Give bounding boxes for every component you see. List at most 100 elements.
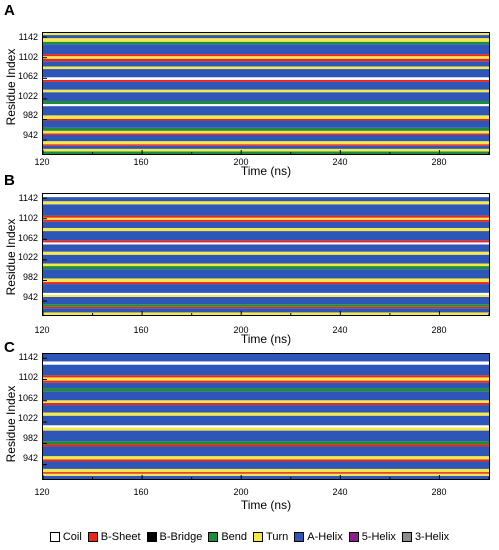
y-tick-label: 1022 — [17, 252, 38, 262]
x-tick-label: 160 — [133, 325, 149, 335]
legend-item-3-helix: 3-Helix — [401, 531, 450, 543]
band-turn — [43, 33, 489, 36]
band-bend — [43, 304, 489, 307]
band-a-helix — [43, 69, 489, 78]
legend-item-coil: Coil — [49, 531, 82, 543]
band-b-sheet — [43, 402, 489, 406]
band-turn — [43, 263, 489, 267]
band-a-helix — [43, 308, 489, 313]
band-b-sheet — [43, 240, 489, 243]
band-turn — [43, 141, 489, 145]
legend-label: 3-Helix — [414, 531, 450, 543]
band-bend — [43, 441, 489, 445]
band-b-sheet — [43, 118, 489, 121]
band-a-helix — [43, 284, 489, 293]
legend-item-b-bridge: B-Bridge — [146, 531, 202, 543]
band-turn — [43, 89, 489, 93]
band-a-helix — [43, 204, 489, 216]
x-tick-label: 280 — [431, 487, 447, 497]
panel-c: C Residue Index 1142 1102 1062 1022 982 … — [0, 337, 499, 517]
band-a-helix — [43, 35, 489, 39]
heatmap-svg — [43, 33, 489, 154]
band-coil — [43, 77, 489, 80]
heatmap-svg — [43, 194, 489, 315]
band-a-helix — [43, 244, 489, 252]
legend-item-b-sheet: B-Sheet — [87, 531, 141, 543]
panel-letter: C — [4, 339, 15, 356]
band-a-helix — [43, 405, 489, 413]
band-bend — [43, 388, 489, 392]
band-b-sheet — [43, 380, 489, 383]
band-bend — [43, 127, 489, 131]
x-axis-label: Time (ns) — [240, 164, 292, 178]
panel-letter: A — [4, 2, 15, 19]
band-turn — [43, 201, 489, 205]
band-b-sheet — [43, 54, 489, 57]
band-a-helix — [43, 354, 489, 362]
x-tick-label: 120 — [34, 157, 50, 167]
band-b-sheet — [43, 79, 489, 82]
y-tick-label: 1142 — [18, 352, 38, 362]
x-tick-label: 200 — [233, 157, 249, 167]
band-turn — [43, 66, 489, 70]
band-coil — [43, 104, 489, 107]
legend-swatch — [208, 532, 219, 542]
band-b-sheet — [43, 444, 489, 447]
x-axis-label: Time (ns) — [240, 332, 292, 346]
y-tick-label: 1142 — [18, 193, 38, 203]
heatmap-svg — [43, 354, 489, 479]
y-tick-label: 982 — [22, 433, 38, 443]
legend-swatch — [146, 532, 157, 542]
band-b-sheet — [43, 144, 489, 146]
legend: Coil B-Sheet B-Bridge Bend Turn A-Helix … — [0, 528, 499, 546]
band-turn — [43, 400, 489, 403]
x-tick-label: 280 — [431, 157, 447, 167]
band-turn — [43, 312, 489, 315]
x-tick-label: 280 — [431, 325, 447, 335]
x-tick-label: 240 — [332, 325, 348, 335]
y-tick-label: 1102 — [18, 52, 38, 62]
band-bend — [43, 41, 489, 45]
y-tick-label: 1102 — [18, 372, 38, 382]
band-turn — [43, 56, 489, 59]
band-a-helix — [43, 120, 489, 128]
y-tick-label: 1062 — [17, 233, 38, 243]
legend-item-a-helix: A-Helix — [294, 531, 343, 543]
band-a-helix — [43, 430, 489, 442]
x-tick-label: 200 — [233, 325, 249, 335]
band-a-helix — [43, 382, 489, 389]
band-a-helix — [43, 296, 489, 305]
band-turn — [43, 412, 489, 416]
y-tick-label: 982 — [22, 272, 38, 282]
y-tick-label: 1142 — [18, 32, 38, 42]
band-turn — [43, 217, 489, 220]
band-turn — [43, 468, 489, 473]
band-turn — [43, 377, 489, 381]
band-turn — [43, 294, 489, 297]
panel-letter: B — [4, 172, 15, 189]
band-b-sheet — [43, 472, 489, 474]
band-a-helix — [43, 231, 489, 241]
band-coil — [43, 292, 489, 295]
band-a-helix — [43, 92, 489, 101]
band-coil — [43, 425, 489, 428]
y-tick-label: 982 — [22, 110, 38, 120]
panel-b: B Residue Index 1142 1102 1062 1022 982 … — [0, 170, 499, 346]
band-b-sheet — [43, 459, 489, 462]
band-a-helix — [43, 44, 489, 55]
band-bend — [43, 266, 489, 270]
band-turn — [43, 427, 489, 431]
panel-a: A Residue Index 1142 1102 1062 1022 982 … — [0, 0, 499, 178]
legend-item-turn: Turn — [253, 531, 288, 543]
band-turn — [43, 473, 489, 476]
legend-label: A-Helix — [307, 531, 343, 543]
band-turn — [43, 251, 489, 255]
band-b-sheet — [43, 306, 489, 309]
legend-swatch — [348, 532, 359, 542]
legend-swatch — [87, 532, 98, 542]
band-coil — [43, 361, 489, 365]
legend-swatch — [294, 532, 305, 542]
x-tick-label: 240 — [332, 157, 348, 167]
band-a-helix — [43, 134, 489, 142]
band-b-sheet — [43, 133, 489, 135]
